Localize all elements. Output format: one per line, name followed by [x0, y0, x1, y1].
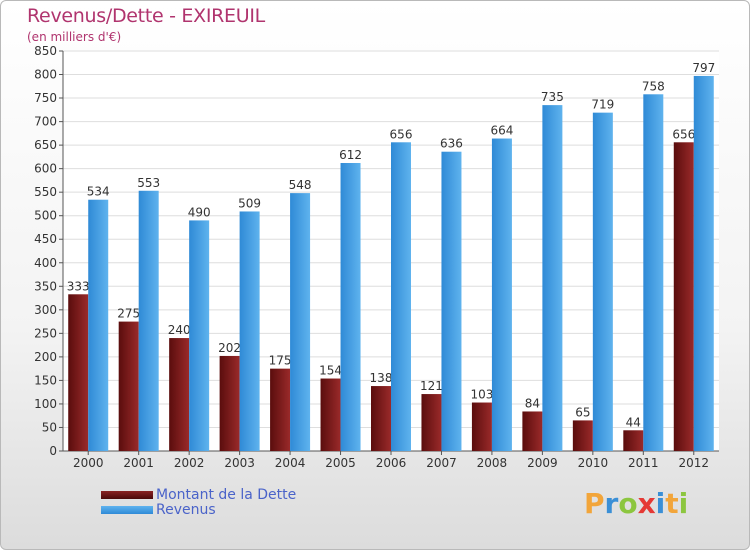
x-tick-label: 2002 [174, 456, 205, 470]
data-label-dette: 202 [218, 341, 241, 355]
bar-dette [270, 368, 291, 451]
bar-dette [169, 338, 190, 451]
bar-revenus [391, 142, 411, 451]
x-tick-label: 2005 [325, 456, 356, 470]
bar-revenus [441, 151, 462, 452]
bar-dette [522, 411, 543, 451]
bar-revenus [643, 94, 664, 451]
x-tick-label: 2008 [477, 456, 508, 470]
bar-revenus [290, 193, 311, 451]
data-label-dette: 240 [168, 323, 191, 337]
bar-dette [572, 420, 593, 451]
data-label-dette: 84 [525, 396, 540, 410]
y-tick-label: 850 [34, 44, 57, 58]
bar-dette [371, 386, 391, 451]
y-tick-label: 600 [34, 162, 57, 176]
bar-revenus [693, 75, 714, 452]
bar-revenus [340, 163, 361, 451]
logo-letter: i [678, 487, 689, 520]
y-tick-label: 250 [34, 326, 57, 340]
chart-subtitle: (en milliers d'€) [27, 30, 122, 44]
x-tick-label: 2003 [224, 456, 255, 470]
data-label-revenus: 490 [188, 205, 211, 219]
data-label-revenus: 719 [591, 98, 614, 112]
data-label-dette: 121 [420, 379, 443, 393]
x-tick-label: 2004 [275, 456, 306, 470]
y-tick-label: 0 [49, 444, 57, 458]
bar-revenus [88, 199, 109, 451]
y-tick-label: 750 [34, 91, 57, 105]
y-tick-label: 200 [34, 350, 57, 364]
x-tick-label: 2007 [426, 456, 457, 470]
legend-swatch-dette [101, 491, 153, 499]
data-label-revenus: 548 [289, 178, 312, 192]
y-tick-label: 500 [34, 209, 57, 223]
y-tick-label: 300 [34, 303, 57, 317]
x-tick-label: 2010 [578, 456, 609, 470]
logo-letter: x [637, 487, 656, 520]
logo-letter: i [655, 487, 666, 520]
bar-revenus [592, 112, 613, 451]
bar-revenus [491, 138, 512, 451]
bar-dette [421, 394, 442, 451]
logo-letter: t [665, 487, 679, 520]
y-tick-label: 100 [34, 397, 57, 411]
data-label-revenus: 636 [440, 137, 463, 151]
bar-revenus [239, 211, 260, 451]
y-tick-label: 700 [34, 115, 57, 129]
y-tick-label: 350 [34, 279, 57, 293]
x-tick-label: 2006 [376, 456, 407, 470]
bar-dette [320, 378, 341, 451]
bar-dette [219, 355, 240, 451]
bar-dette [673, 142, 694, 451]
x-tick-label: 2011 [628, 456, 659, 470]
data-label-dette: 175 [269, 354, 292, 368]
legend-label-dette: Montant de la Dette [156, 487, 297, 503]
x-tick-label: 2001 [123, 456, 154, 470]
bar-dette [68, 294, 89, 451]
logo-letter: P [584, 487, 605, 520]
bar-dette [623, 430, 644, 451]
bar-revenus [138, 190, 159, 451]
data-label-dette: 333 [67, 279, 90, 293]
bar-dette [471, 402, 492, 451]
data-label-dette: 44 [626, 415, 641, 429]
data-label-revenus: 534 [87, 185, 110, 199]
bar-revenus [189, 220, 210, 451]
data-label-dette: 65 [575, 405, 590, 419]
data-label-revenus: 612 [339, 148, 362, 162]
data-label-dette: 138 [370, 371, 393, 385]
x-tick-label: 2009 [527, 456, 558, 470]
data-label-revenus: 509 [238, 196, 261, 210]
y-tick-label: 50 [42, 420, 57, 434]
logo-letter: r [604, 487, 619, 520]
y-tick-label: 800 [34, 68, 57, 82]
y-tick-label: 550 [34, 185, 57, 199]
x-tick-label: 2012 [678, 456, 709, 470]
data-label-dette: 275 [117, 307, 140, 321]
legend-swatch-revenus [101, 506, 153, 514]
data-label-dette: 103 [470, 388, 493, 402]
bar-revenus [542, 105, 563, 451]
data-label-dette: 154 [319, 364, 342, 378]
data-label-revenus: 664 [490, 124, 513, 138]
y-tick-label: 450 [34, 232, 57, 246]
data-label-revenus: 656 [390, 127, 413, 141]
y-tick-label: 400 [34, 256, 57, 270]
data-label-revenus: 553 [137, 176, 160, 190]
logo-letter: o [618, 487, 638, 520]
bar-dette [118, 321, 139, 451]
data-label-revenus: 735 [541, 90, 564, 104]
data-label-revenus: 797 [692, 61, 715, 75]
data-label-dette: 656 [672, 127, 695, 141]
x-tick-label: 2000 [73, 456, 104, 470]
y-tick-label: 650 [34, 138, 57, 152]
y-tick-label: 150 [34, 373, 57, 387]
data-label-revenus: 758 [642, 79, 665, 93]
chart-title: Revenus/Dette - EXIREUIL [27, 5, 265, 27]
legend-label-revenus: Revenus [156, 502, 216, 518]
proxiti-logo: Proxiti [584, 487, 688, 520]
